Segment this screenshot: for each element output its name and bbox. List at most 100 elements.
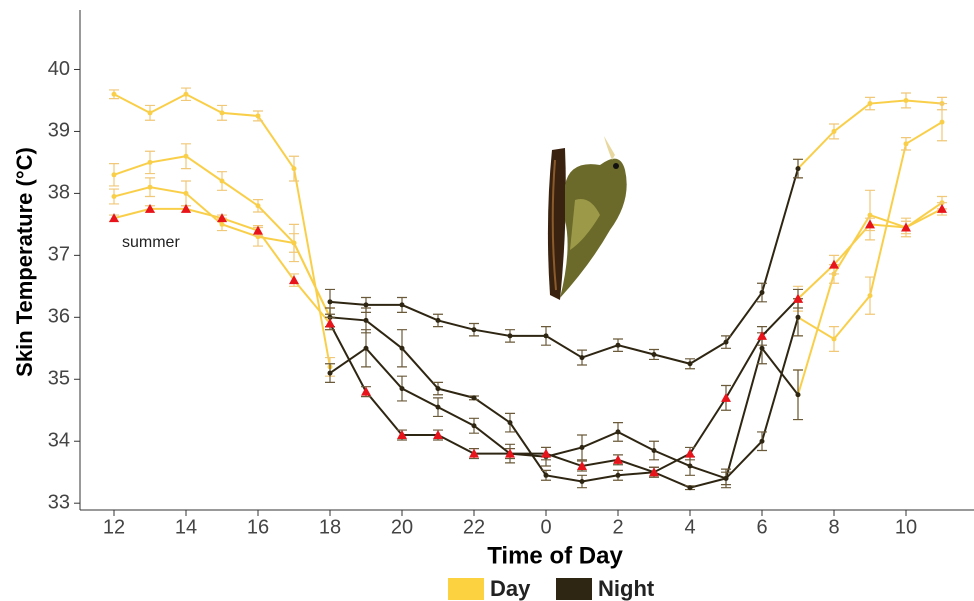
marker (903, 97, 909, 103)
marker (253, 225, 263, 235)
marker (399, 302, 405, 308)
marker (543, 333, 549, 339)
y-axis-title: Skin Temperature (°C) (12, 147, 37, 377)
y-tick-label: 37 (48, 244, 70, 266)
x-tick-label: 16 (247, 516, 269, 538)
marker (721, 392, 731, 402)
series-line (113, 207, 943, 325)
x-tick-label: 18 (319, 516, 341, 538)
marker (831, 336, 837, 342)
x-tick-label: 14 (175, 516, 197, 538)
series-line (329, 316, 799, 489)
marker (939, 119, 945, 125)
marker (723, 475, 729, 481)
marker (289, 275, 299, 285)
marker (685, 448, 695, 458)
marker (687, 361, 693, 367)
series-line (329, 317, 799, 480)
marker (255, 203, 261, 209)
marker (397, 430, 407, 440)
marker (507, 420, 513, 426)
y-tick-label: 33 (48, 491, 70, 513)
marker (471, 423, 477, 429)
x-tick-label: 20 (391, 516, 413, 538)
x-tick-label: 0 (540, 516, 551, 538)
marker (219, 110, 225, 116)
x-tick-label: 12 (103, 516, 125, 538)
marker (291, 240, 297, 246)
marker (325, 318, 335, 328)
marker (795, 392, 801, 398)
marker (363, 345, 369, 351)
legend-swatch (556, 578, 592, 600)
marker (615, 472, 621, 478)
marker (577, 461, 587, 471)
marker (435, 404, 441, 410)
marker (183, 91, 189, 97)
marker (865, 219, 875, 229)
x-tick-label: 22 (463, 516, 485, 538)
x-tick-label: 8 (828, 516, 839, 538)
x-tick-label: 10 (895, 516, 917, 538)
y-tick-label: 40 (48, 58, 70, 80)
series-line (329, 298, 799, 474)
x-tick-label: 6 (756, 516, 767, 538)
legend-label: Day (490, 576, 531, 601)
marker (219, 178, 225, 184)
marker (469, 448, 479, 458)
marker (579, 444, 585, 450)
marker (183, 190, 189, 196)
x-tick-label: 2 (612, 516, 623, 538)
marker (291, 166, 297, 172)
marker (759, 290, 765, 296)
marker (255, 113, 261, 119)
marker (505, 448, 515, 458)
x-axis-title: Time of Day (487, 542, 623, 569)
marker (147, 184, 153, 190)
marker (219, 221, 225, 227)
marker (579, 478, 585, 484)
marker (327, 299, 333, 305)
marker (363, 317, 369, 323)
legend-swatch (448, 578, 484, 600)
marker (147, 159, 153, 165)
marker (111, 193, 117, 199)
marker (613, 454, 623, 464)
marker (795, 314, 801, 320)
marker (903, 141, 909, 147)
annotation: summer (122, 234, 180, 251)
marker (795, 166, 801, 172)
marker (829, 259, 839, 269)
marker (541, 448, 551, 458)
marker (793, 293, 803, 303)
marker (363, 302, 369, 308)
bird-illustration (547, 136, 627, 300)
marker (145, 203, 155, 213)
x-tick-label: 4 (684, 516, 695, 538)
marker (649, 467, 659, 477)
marker (111, 91, 117, 97)
marker (399, 345, 405, 351)
marker (471, 395, 477, 401)
legend-label: Night (598, 576, 655, 601)
series-line (113, 155, 943, 396)
marker (867, 101, 873, 107)
marker (615, 429, 621, 435)
marker (399, 386, 405, 392)
marker (361, 386, 371, 396)
marker (183, 153, 189, 159)
marker (651, 448, 657, 454)
marker (181, 203, 191, 213)
marker (723, 339, 729, 345)
marker (327, 370, 333, 376)
y-tick-label: 39 (48, 120, 70, 142)
y-tick-label: 36 (48, 306, 70, 328)
marker (543, 472, 549, 478)
marker (867, 293, 873, 299)
marker (579, 355, 585, 361)
series-line (329, 168, 799, 365)
marker (937, 203, 947, 213)
marker (651, 351, 657, 357)
marker (687, 463, 693, 469)
